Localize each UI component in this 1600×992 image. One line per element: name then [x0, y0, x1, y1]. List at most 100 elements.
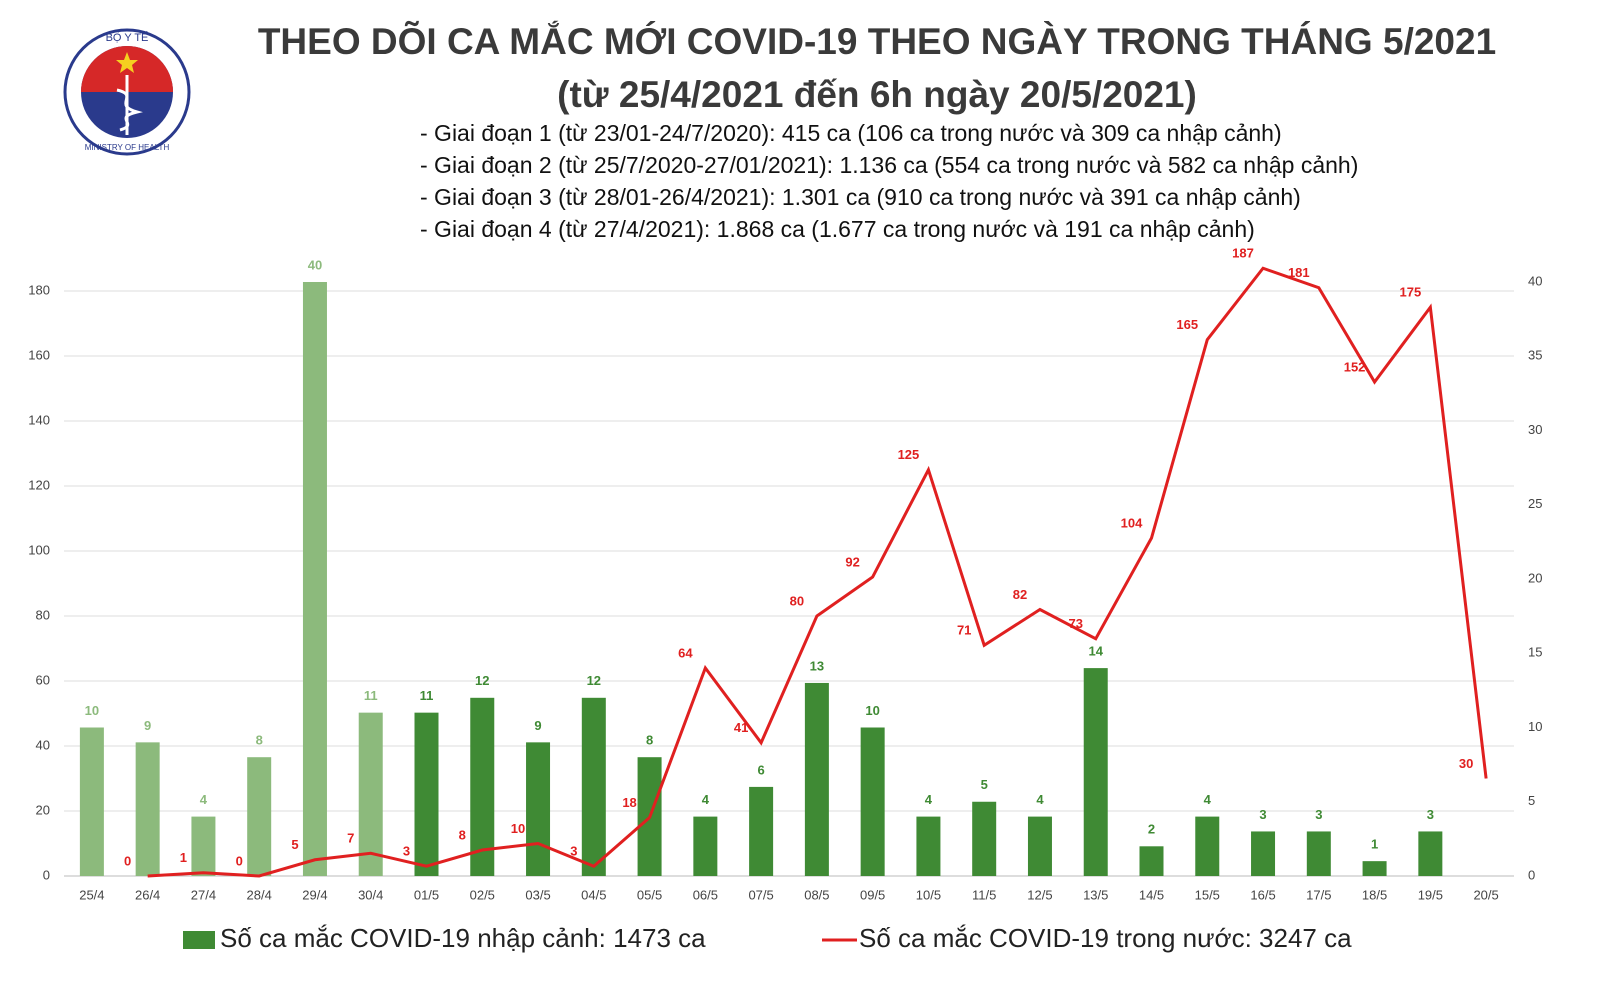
- x-tick-label: 07/5: [748, 887, 773, 902]
- line-label: 165: [1176, 317, 1198, 332]
- line-label: 3: [403, 844, 410, 859]
- x-tick-label: 11/5: [972, 887, 996, 902]
- y-tick-label: 20: [36, 802, 50, 817]
- x-tick-label: 27/4: [191, 887, 216, 902]
- x-tick-label: 16/5: [1250, 887, 1275, 902]
- line-label: 0: [124, 853, 131, 868]
- x-tick-label: 05/5: [637, 887, 662, 902]
- y2-tick-label: 15: [1528, 645, 1542, 660]
- note: - Giai đoạn 1 (từ 23/01-24/7/2020): 415 …: [420, 120, 1282, 146]
- bar-label: 4: [702, 792, 710, 807]
- x-tick-label: 19/5: [1418, 887, 1443, 902]
- y-tick-label: 120: [28, 477, 50, 492]
- bar: [860, 727, 885, 876]
- y-tick-label: 0: [43, 867, 50, 882]
- x-tick-label: 10/5: [916, 887, 941, 902]
- bar: [302, 282, 327, 876]
- line-label: 8: [459, 827, 466, 842]
- line-label: 5: [291, 837, 298, 852]
- line-label: 18: [622, 795, 636, 810]
- bar-label: 10: [85, 703, 99, 718]
- line-label: 1: [180, 850, 187, 865]
- y-tick-label: 80: [36, 607, 50, 622]
- line-label: 175: [1399, 285, 1421, 300]
- bar: [191, 816, 216, 876]
- bar-label: 11: [420, 688, 434, 703]
- bar-label: 9: [144, 718, 151, 733]
- y2-tick-label: 5: [1528, 793, 1535, 808]
- x-tick-label: 04/5: [581, 887, 606, 902]
- y-tick-label: 180: [28, 282, 50, 297]
- bar: [804, 682, 829, 876]
- x-tick-label: 25/4: [79, 887, 104, 902]
- bar-label: 1: [1371, 837, 1378, 852]
- logo-red: [81, 46, 173, 92]
- bar: [1418, 831, 1443, 876]
- bar: [1139, 846, 1164, 876]
- bar: [581, 697, 606, 876]
- line-label: 152: [1344, 359, 1366, 374]
- bar: [358, 712, 383, 876]
- bar-label: 4: [1036, 792, 1044, 807]
- bar: [1306, 831, 1331, 876]
- bar-label: 4: [1204, 792, 1212, 807]
- bar-label: 14: [1088, 644, 1103, 659]
- bar: [1195, 816, 1220, 876]
- chart-subtitle: (từ 25/4/2021 đến 6h ngày 20/5/2021): [557, 74, 1197, 115]
- y-tick-label: 140: [28, 412, 50, 427]
- line-label: 7: [347, 831, 354, 846]
- line-label: 125: [898, 447, 920, 462]
- logo: BỘ Y TẾ MINISTRY OF HEALTH: [63, 28, 191, 156]
- bar-label: 6: [757, 762, 764, 777]
- x-tick-label: 08/5: [804, 887, 829, 902]
- x-tick-label: 18/5: [1362, 887, 1387, 902]
- y2-tick-label: 20: [1528, 570, 1542, 585]
- y-tick-label: 40: [36, 737, 50, 752]
- bar: [526, 742, 551, 876]
- bar: [749, 786, 774, 876]
- bar-label: 2: [1148, 822, 1155, 837]
- y-tick-label: 160: [28, 347, 50, 362]
- line-label: 82: [1013, 587, 1027, 602]
- bar: [247, 757, 272, 876]
- bar-label: 12: [587, 673, 601, 688]
- x-tick-label: 17/5: [1306, 887, 1331, 902]
- chart-title: THEO DÕI CA MẮC MỚI COVID-19 THEO NGÀY T…: [258, 20, 1496, 62]
- y-tick-label: 100: [28, 542, 50, 557]
- bar: [79, 727, 104, 876]
- bar-label: 3: [1427, 807, 1434, 822]
- x-tick-label: 26/4: [135, 887, 160, 902]
- note: - Giai đoạn 4 (từ 27/4/2021): 1.868 ca (…: [420, 216, 1255, 242]
- line-label: 71: [957, 623, 971, 638]
- bar: [916, 816, 941, 876]
- bar-label: 8: [646, 733, 653, 748]
- logo-caduceus: [116, 75, 143, 135]
- line-label: 0: [236, 853, 243, 868]
- bar: [135, 742, 160, 876]
- y2-tick-label: 0: [1528, 867, 1535, 882]
- y2-tick-label: 25: [1528, 496, 1542, 511]
- x-tick-label: 12/5: [1027, 887, 1052, 902]
- line-label: 3: [570, 844, 577, 859]
- bar-label: 8: [256, 733, 263, 748]
- bar: [1083, 668, 1108, 876]
- line-label: 104: [1121, 515, 1143, 530]
- bar-label: 9: [534, 718, 541, 733]
- x-tick-label: 03/5: [525, 887, 550, 902]
- line-label: 92: [845, 554, 859, 569]
- y2-tick-label: 40: [1528, 273, 1542, 288]
- bar: [1362, 861, 1387, 876]
- line-label: 187: [1232, 246, 1254, 261]
- logo-star: [116, 52, 138, 73]
- bar: [1027, 816, 1052, 876]
- x-tick-label: 20/5: [1473, 887, 1498, 902]
- line-label: 64: [678, 645, 693, 660]
- bar: [693, 816, 718, 876]
- bar-label: 12: [475, 673, 489, 688]
- x-tick-label: 02/5: [470, 887, 495, 902]
- y2-tick-label: 10: [1528, 719, 1542, 734]
- bar-label: 5: [981, 777, 988, 792]
- logo-bottom: MINISTRY OF HEALTH: [85, 143, 170, 152]
- x-tick-label: 28/4: [247, 887, 272, 902]
